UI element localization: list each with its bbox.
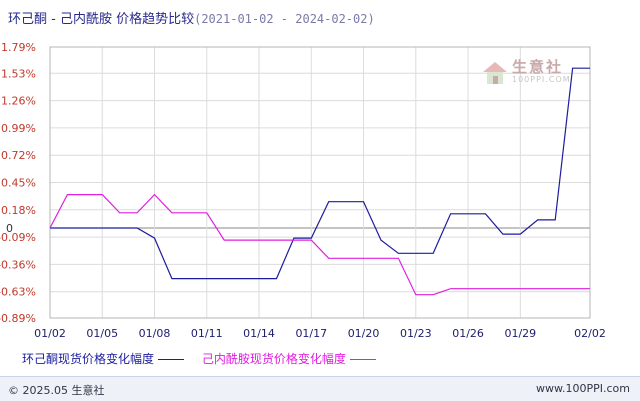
y-tick-label: -0.89% bbox=[0, 312, 36, 325]
y-tick-label: 1.26% bbox=[1, 95, 36, 108]
title-text: 环己酮 - 己内酰胺 价格趋势比较 bbox=[8, 12, 195, 27]
plot-border bbox=[49, 46, 591, 319]
legend-swatch-series2 bbox=[349, 359, 376, 360]
watermark-sub: 100PPI.COM bbox=[512, 75, 571, 84]
y-tick-label: 1.79% bbox=[1, 41, 36, 54]
legend: 环己酮现货价格变化幅度 己内酰胺现货价格变化幅度 bbox=[22, 350, 390, 367]
y-tick-label: 0.99% bbox=[1, 122, 36, 135]
legend-item-series2: 己内酰胺现货价格变化幅度 bbox=[202, 350, 376, 367]
x-tick-label: 01/14 bbox=[243, 327, 275, 340]
house-icon bbox=[483, 62, 507, 84]
y-tick-label: -0.63% bbox=[0, 286, 36, 299]
x-tick-label: 01/08 bbox=[139, 327, 171, 340]
chart-title: 环己酮 - 己内酰胺 价格趋势比较(2021-01-02 - 2024-02-0… bbox=[8, 8, 375, 27]
x-tick-label: 01/05 bbox=[86, 327, 118, 340]
footer-copyright: © 2025.05 生意社 bbox=[8, 384, 105, 397]
y-tick-label: -0.36% bbox=[0, 258, 36, 271]
y-tick-label: 1.53% bbox=[1, 67, 36, 80]
y-tick-label: -0.09% bbox=[0, 231, 36, 244]
watermark-logo: 生意社 100PPI.COM bbox=[482, 56, 582, 90]
zero-label: 0 bbox=[6, 222, 13, 235]
x-tick-label: 01/23 bbox=[400, 327, 432, 340]
x-tick-label: 01/11 bbox=[191, 327, 223, 340]
legend-label-series1: 环己酮现货价格变化幅度 bbox=[22, 352, 155, 366]
footer-bar: © 2025.05 生意社 www.100PPI.com bbox=[0, 376, 640, 401]
y-tick-label: 0.45% bbox=[1, 177, 36, 190]
x-tick-label: 02/02 bbox=[574, 327, 606, 340]
legend-item-series1: 环己酮现货价格变化幅度 bbox=[22, 350, 185, 367]
legend-swatch-series1 bbox=[158, 359, 185, 360]
x-tick-label: 01/02 bbox=[34, 327, 66, 340]
legend-label-series2: 己内酰胺现货价格变化幅度 bbox=[201, 352, 346, 366]
x-tick-label: 01/26 bbox=[452, 327, 484, 340]
y-tick-label: 0.18% bbox=[1, 204, 36, 217]
x-tick-label: 01/17 bbox=[295, 327, 327, 340]
watermark-text: 生意社 bbox=[512, 58, 564, 76]
series-line-2 bbox=[49, 193, 590, 296]
footer-site-link[interactable]: www.100PPI.com bbox=[536, 382, 630, 395]
x-tick-label: 01/20 bbox=[348, 327, 380, 340]
date-range: (2021-01-02 - 2024-02-02) bbox=[194, 12, 375, 26]
x-tick-label: 01/29 bbox=[504, 327, 536, 340]
y-tick-label: 0.72% bbox=[1, 149, 36, 162]
series-line-1 bbox=[50, 67, 590, 280]
